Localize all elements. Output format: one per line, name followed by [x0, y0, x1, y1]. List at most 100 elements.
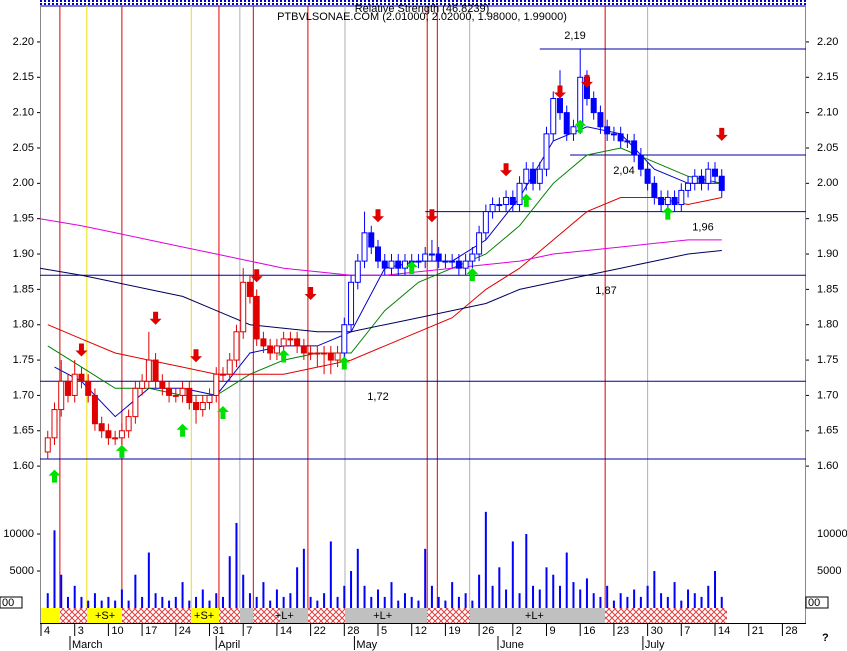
- sell-arrow: [304, 286, 317, 300]
- volume-bar: [289, 593, 292, 608]
- edge-box: [0, 596, 23, 609]
- volume-tick-label: 10000: [3, 528, 34, 540]
- y-tick-label: 2.10: [13, 107, 34, 119]
- buy-arrow: [216, 406, 229, 420]
- candle-body: [105, 430, 112, 439]
- x-tick-label: 14: [718, 625, 730, 637]
- candle-body: [401, 260, 408, 269]
- volume-bar: [430, 585, 433, 608]
- candle-body: [91, 394, 98, 425]
- x-tick-label: 17: [145, 625, 157, 637]
- volume-bar: [174, 596, 177, 608]
- y-tick-label: 1.80: [817, 319, 838, 331]
- candle-body: [577, 76, 584, 128]
- strip-label: +L+: [525, 610, 544, 622]
- volume-bar: [511, 541, 514, 608]
- volume-bar: [208, 600, 211, 608]
- x-tick-label: 7: [684, 625, 690, 637]
- y-tick-label: 1.65: [817, 425, 838, 437]
- candle-body: [637, 154, 644, 170]
- strip-label: +L+: [373, 610, 392, 622]
- x-tick-label: 26: [482, 625, 494, 637]
- volume-bar: [73, 585, 76, 608]
- help-icon[interactable]: ?: [822, 632, 829, 644]
- x-tick-label: 5: [381, 625, 387, 637]
- volume-bar: [147, 552, 150, 608]
- volume-bar: [120, 589, 123, 608]
- volume-bar: [491, 585, 494, 608]
- candle-body: [550, 97, 557, 135]
- candle-body: [428, 253, 435, 256]
- month-label: March: [72, 639, 103, 651]
- volume-bar: [390, 582, 393, 608]
- candle-body: [314, 352, 321, 355]
- candle-body: [152, 359, 159, 382]
- volume-bar: [707, 585, 710, 608]
- candle-body: [658, 196, 665, 206]
- y-tick-label: 1.75: [817, 354, 838, 366]
- volume-bar: [46, 593, 49, 608]
- candle-body: [388, 260, 395, 269]
- candle-body: [516, 182, 523, 206]
- volume-bar: [612, 600, 615, 608]
- y-tick-label: 2.00: [817, 177, 838, 189]
- y-tick-label: 1.60: [13, 460, 34, 472]
- candle-body: [321, 352, 328, 355]
- volume-bar: [323, 593, 326, 608]
- volume-bar: [188, 600, 191, 608]
- volume-bar: [377, 589, 380, 608]
- strip-label: +S+: [194, 610, 214, 622]
- strip-segment: [308, 608, 345, 623]
- volume-bar: [215, 593, 218, 608]
- volume-bar: [720, 596, 723, 608]
- x-tick-label: 3: [78, 625, 84, 637]
- candle-body: [186, 387, 193, 403]
- candle-body: [536, 168, 543, 184]
- candle-body: [219, 373, 226, 376]
- volume-bar: [464, 593, 467, 608]
- candle-body: [253, 295, 260, 340]
- strip-label: +S+: [95, 610, 115, 622]
- x-tick-label: 7: [246, 625, 252, 637]
- volume-edge-label: 00: [808, 597, 820, 609]
- volume-bar: [134, 574, 137, 608]
- candle-body: [51, 409, 58, 439]
- strip-segment: [253, 608, 280, 623]
- candle-body: [455, 260, 462, 269]
- y-tick-label: 1.95: [13, 213, 34, 225]
- strip-segment: [345, 608, 427, 623]
- volume-bar: [532, 585, 535, 608]
- sell-arrow: [149, 311, 162, 325]
- candle-body: [449, 260, 456, 263]
- volume-bar: [309, 596, 312, 608]
- volume-bar: [255, 596, 258, 608]
- candle-body: [503, 196, 510, 206]
- volume-bar: [107, 596, 110, 608]
- volume-bar: [619, 593, 622, 608]
- y-tick-label: 1.90: [817, 248, 838, 260]
- candle-body: [712, 168, 719, 177]
- candle-body: [118, 430, 125, 439]
- candle-body: [590, 97, 597, 114]
- candle-body: [509, 196, 516, 206]
- buy-arrow: [405, 261, 418, 275]
- candle-body: [462, 260, 469, 269]
- x-tick-label: 14: [280, 625, 292, 637]
- volume-bar: [221, 596, 224, 608]
- candle-body: [375, 246, 382, 262]
- x-tick-label: 23: [617, 625, 629, 637]
- x-tick-label: 10: [111, 625, 123, 637]
- strip-segment: [219, 608, 240, 623]
- y-tick-label: 2.10: [817, 107, 838, 119]
- sell-arrow: [190, 349, 203, 363]
- sell-arrow: [715, 127, 728, 141]
- x-tick-label: 16: [583, 625, 595, 637]
- volume-bar: [525, 534, 528, 608]
- candle-body: [240, 281, 247, 333]
- volume-bar: [93, 593, 96, 608]
- candle-body: [395, 260, 402, 269]
- chart-title: PTBVLSONAE.COM (2.01000, 2.02000, 1.9800…: [277, 11, 567, 23]
- candle-body: [172, 394, 179, 397]
- x-tick-label: 9: [550, 625, 556, 637]
